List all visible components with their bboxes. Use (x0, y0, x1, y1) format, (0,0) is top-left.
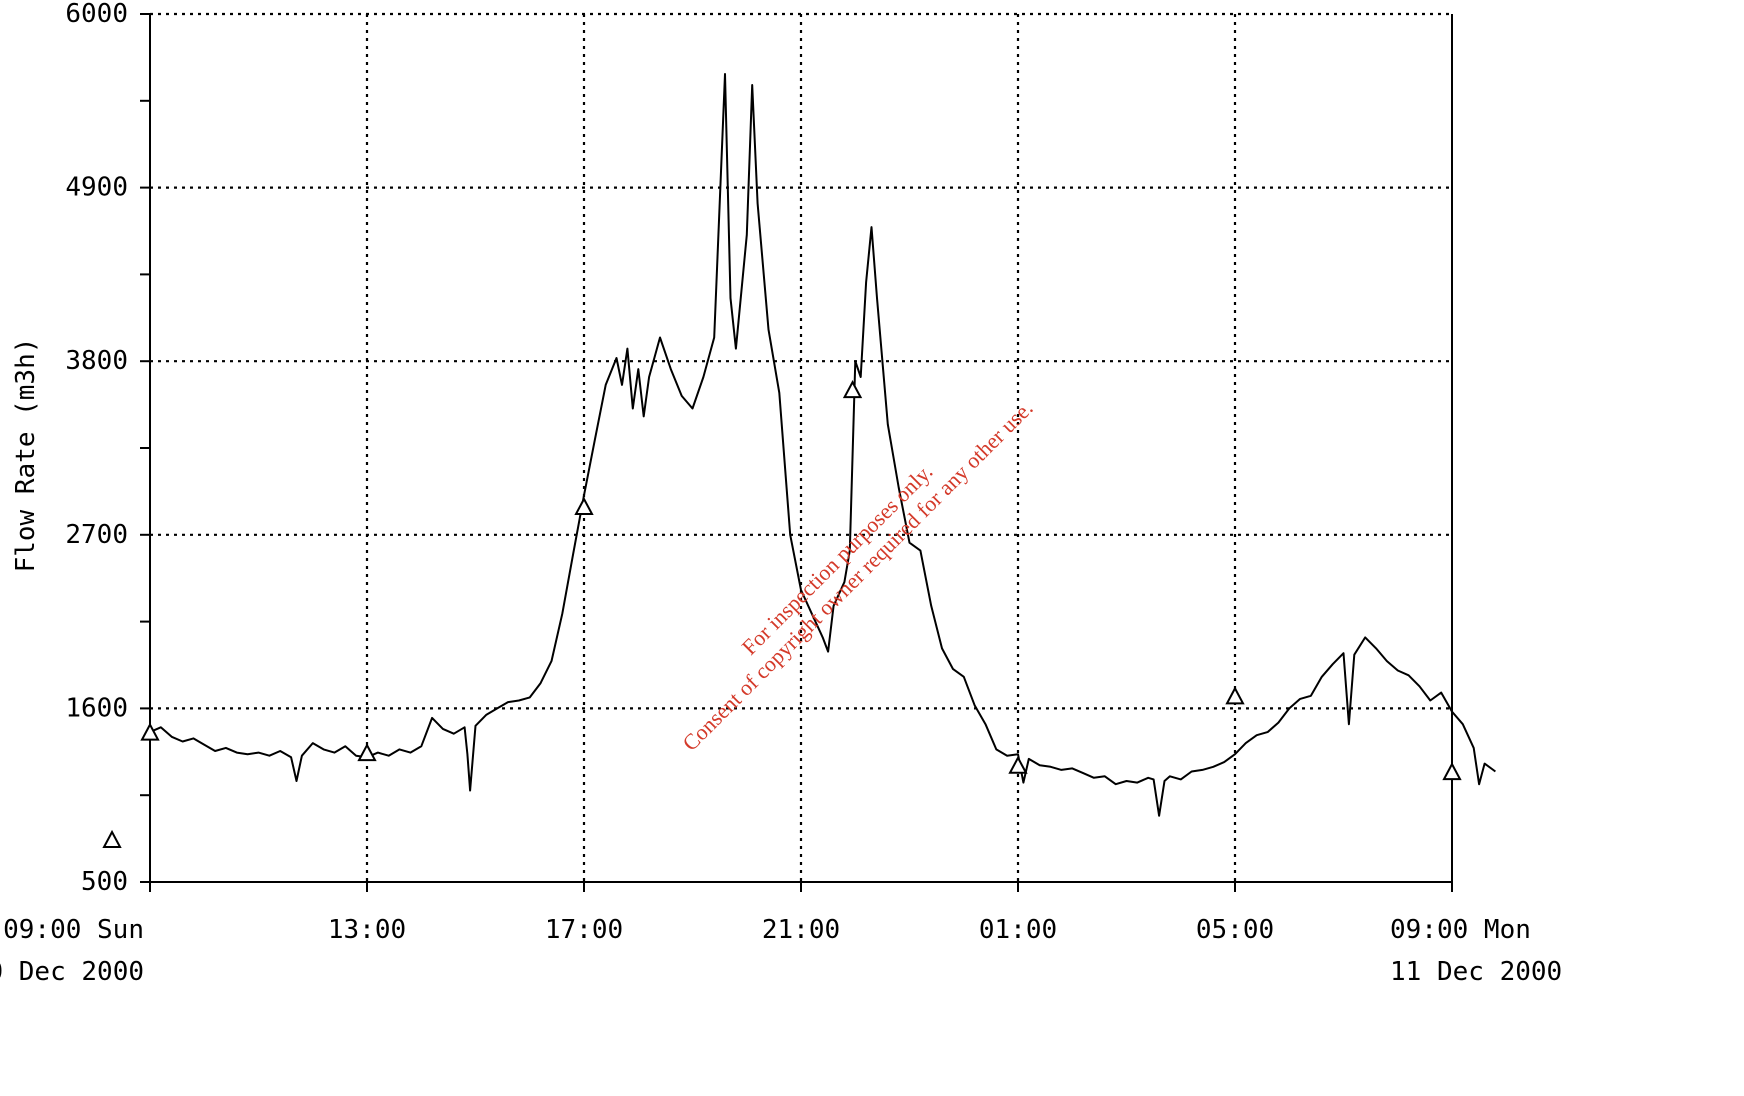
x-tick-label: 09:00 Sun (3, 915, 144, 945)
watermark-line-2: Consent of copyright owner required for … (677, 395, 1037, 755)
x-tick-label: 09:00 Mon (1390, 915, 1531, 945)
data-marker (1225, 686, 1245, 705)
x-tick-date-label: 11 Dec 2000 (1390, 957, 1562, 987)
y-tick-label: 1600 (65, 693, 128, 723)
y-tick-label: 6000 (65, 0, 128, 29)
data-marker (1008, 755, 1028, 774)
data-marker (574, 496, 594, 515)
data-marker (842, 380, 863, 399)
watermark-line-1: For inspection purposes only. (737, 459, 938, 660)
x-tick-labels: 09:00 Sun 10 Dec 2000 13:00 17:00 21:00 01:00… (0, 915, 1562, 987)
y-axis-title: Flow Rate (m3h) (11, 338, 41, 573)
data-marker (1442, 761, 1462, 781)
series-line (149, 73, 1496, 817)
minor-ticks (140, 13, 1453, 892)
standalone-marker (102, 829, 122, 848)
y-tick-labels: 6000 4900 3800 2700 1600 500 (65, 0, 128, 897)
x-tick-date-label: 10 Dec 2000 (0, 957, 144, 987)
series-group (149, 73, 1496, 817)
x-tick-label: 21:00 (762, 915, 840, 945)
y-tick-label: 500 (81, 867, 128, 897)
y-tick-label: 4900 (65, 173, 128, 203)
y-tick-label: 3800 (65, 346, 128, 376)
data-marker (357, 743, 377, 762)
data-marker (140, 722, 160, 741)
x-tick-label: 05:00 (1196, 915, 1274, 945)
x-tick-label: 17:00 (545, 915, 623, 945)
x-tick-label: 01:00 (979, 915, 1057, 945)
marker-group (102, 380, 1462, 848)
gridlines (150, 12, 1452, 882)
y-tick-label: 2700 (65, 520, 128, 550)
x-tick-label: 13:00 (328, 915, 406, 945)
watermark: For inspection purposes only. Consent of… (677, 395, 1037, 755)
